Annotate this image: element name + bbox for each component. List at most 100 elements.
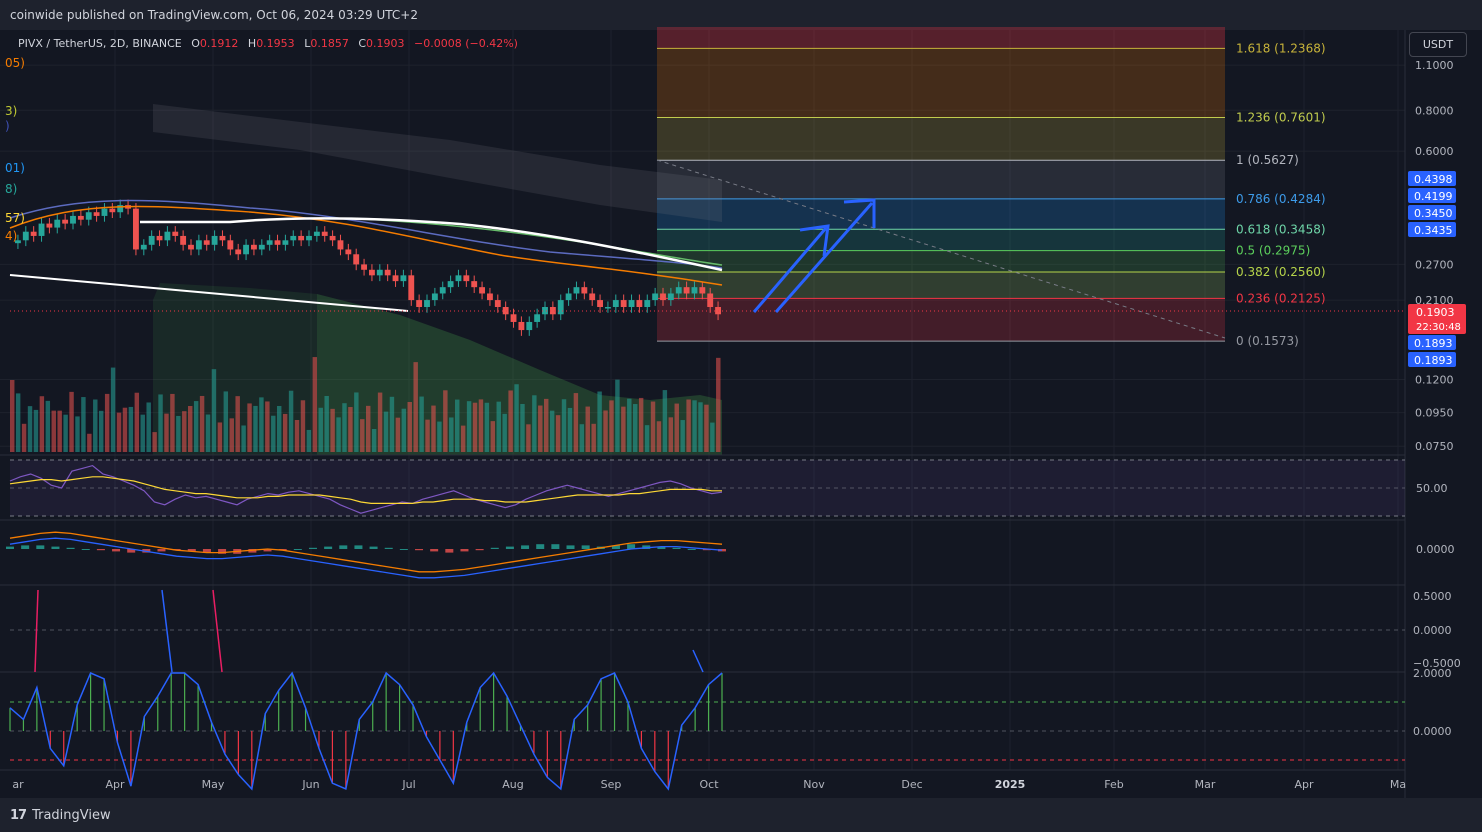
volume-bar-52: [318, 407, 323, 452]
volume-bar-23: [146, 402, 151, 452]
macd-hist-31: [475, 549, 484, 551]
candle-body-73: [589, 293, 596, 301]
volume-bar-119: [716, 357, 721, 452]
volume-bar-68: [413, 362, 418, 452]
time-tick-4: Aug: [502, 778, 523, 791]
volume-bar-14: [93, 399, 98, 452]
candle-body-2: [30, 231, 37, 236]
time-tick-3: Jul: [401, 778, 415, 791]
ma-white: [140, 217, 723, 272]
macd-hist-43: [657, 546, 666, 549]
fib-zone-0.382: [657, 271, 1225, 299]
volume-bar-22: [140, 414, 145, 452]
volume-bar-75: [455, 399, 460, 452]
last-price-tag: 0.1903: [1416, 306, 1455, 319]
volume-bar-80: [484, 402, 490, 452]
green-area-right: [317, 294, 722, 455]
macd-hist-35: [536, 544, 545, 549]
volume-bar-70: [425, 419, 430, 452]
legend-fragment-1: 3): [5, 104, 17, 118]
rsi-signal-line: [9, 476, 722, 504]
volume-bar-117: [704, 404, 709, 452]
candle-body-10: [93, 212, 100, 216]
volume-bar-111: [668, 417, 674, 452]
price-axis[interactable]: 1.1000 0.8000 0.6000 0.2700 0.2100 0.1200 0.09…: [1413, 59, 1461, 738]
dashed-trend-line: [656, 159, 1226, 339]
candle-body-29: [243, 244, 249, 255]
tradingview-logo[interactable]: 17 TradingView: [10, 808, 111, 823]
fib-label-1: 1 (0.5627): [1236, 153, 1299, 167]
macd-hist-14: [218, 549, 227, 554]
candle-body-59: [479, 287, 485, 294]
candle-body-39: [321, 231, 328, 236]
fibonacci-labels: 1.618 (1.2368) 1.236 (0.7601) 1 (0.5627) 0.…: [1236, 41, 1326, 348]
candle-body-4: [46, 223, 53, 228]
candle-body-34: [282, 240, 289, 245]
macd-pane: [6, 531, 726, 579]
volume-bar-98: [591, 423, 596, 452]
candle-body-52: [424, 300, 430, 308]
volume-bar-16: [104, 393, 110, 452]
candle-body-65: [526, 321, 533, 331]
volume-bar-32: [199, 395, 205, 452]
volume-bar-48: [294, 419, 300, 452]
trend-lines[interactable]: [9, 159, 1405, 339]
drawn-arrows[interactable]: [752, 198, 876, 313]
ma-orange: [9, 205, 723, 286]
candle-body-63: [510, 314, 517, 322]
change-value: −0.0008 (−0.42%): [414, 37, 518, 50]
macd-hist-6: [96, 549, 105, 551]
arrow-line-2: [774, 202, 874, 313]
legend-fragment-6: 4): [5, 229, 17, 243]
fib-zone-0.786: [657, 198, 1225, 230]
volume-bar-0: [10, 380, 15, 452]
volume-bar-99: [597, 391, 602, 452]
volume-bar-59: [360, 419, 365, 452]
time-axis[interactable]: Apr May Jun Jul Aug Sep Oct Nov Dec 2025 Feb Mar Apr…: [12, 778, 1406, 791]
volume-bar-18: [116, 412, 122, 452]
candle-body-49: [400, 275, 407, 282]
candle-body-77: [620, 300, 627, 308]
currency-button[interactable]: USDT: [1409, 32, 1467, 57]
candle-body-21: [180, 235, 187, 245]
volume-bar-105: [633, 404, 638, 452]
arrow-line-1: [752, 227, 828, 313]
candle-body-84: [675, 287, 682, 294]
volume-bar-20: [128, 406, 134, 452]
volume-bar-77: [466, 401, 472, 452]
candle-body-25: [211, 235, 218, 245]
volume-bar-60: [366, 405, 371, 452]
osc-tick-1: 0.0000: [1413, 624, 1452, 637]
candle-body-74: [597, 300, 603, 308]
candle-body-33: [274, 240, 281, 245]
candle-body-44: [361, 264, 367, 270]
candle-body-11: [101, 208, 108, 216]
candle-body-86: [691, 287, 698, 294]
volume-bar-97: [585, 406, 590, 452]
macd-hist-27: [415, 549, 424, 551]
price-tag-bg-5: [1408, 352, 1456, 367]
candle-body-24: [203, 240, 210, 245]
rsi-pane: [9, 459, 1405, 517]
macd-hist-28: [430, 549, 439, 552]
volume-bar-78: [472, 402, 478, 452]
candle-body-30: [251, 244, 257, 250]
volume-bar-57: [348, 407, 353, 452]
fib-label-0.618: 0.618 (0.3458): [1236, 222, 1326, 236]
volume-bar-115: [692, 400, 697, 452]
time-tick-10: Feb: [1104, 778, 1123, 791]
volume-bar-47: [288, 390, 294, 452]
volume-bar-26: [164, 413, 169, 452]
price-tag-0: 0.4398: [1414, 173, 1453, 186]
candle-body-27: [227, 240, 234, 250]
fibonacci-retracement[interactable]: [657, 27, 1225, 342]
osc-line: [9, 671, 723, 791]
volume-bar-46: [282, 413, 288, 452]
volume-bar-31: [193, 401, 199, 452]
volume-bar-11: [75, 416, 80, 452]
macd-hist-8: [127, 549, 136, 553]
volume-bar-49: [300, 400, 306, 452]
time-tick-6: Oct: [699, 778, 719, 791]
price-tags: 0.4398 0.4199 0.3450 0.3435 0.1893 0.1893 0.19…: [1408, 171, 1466, 367]
